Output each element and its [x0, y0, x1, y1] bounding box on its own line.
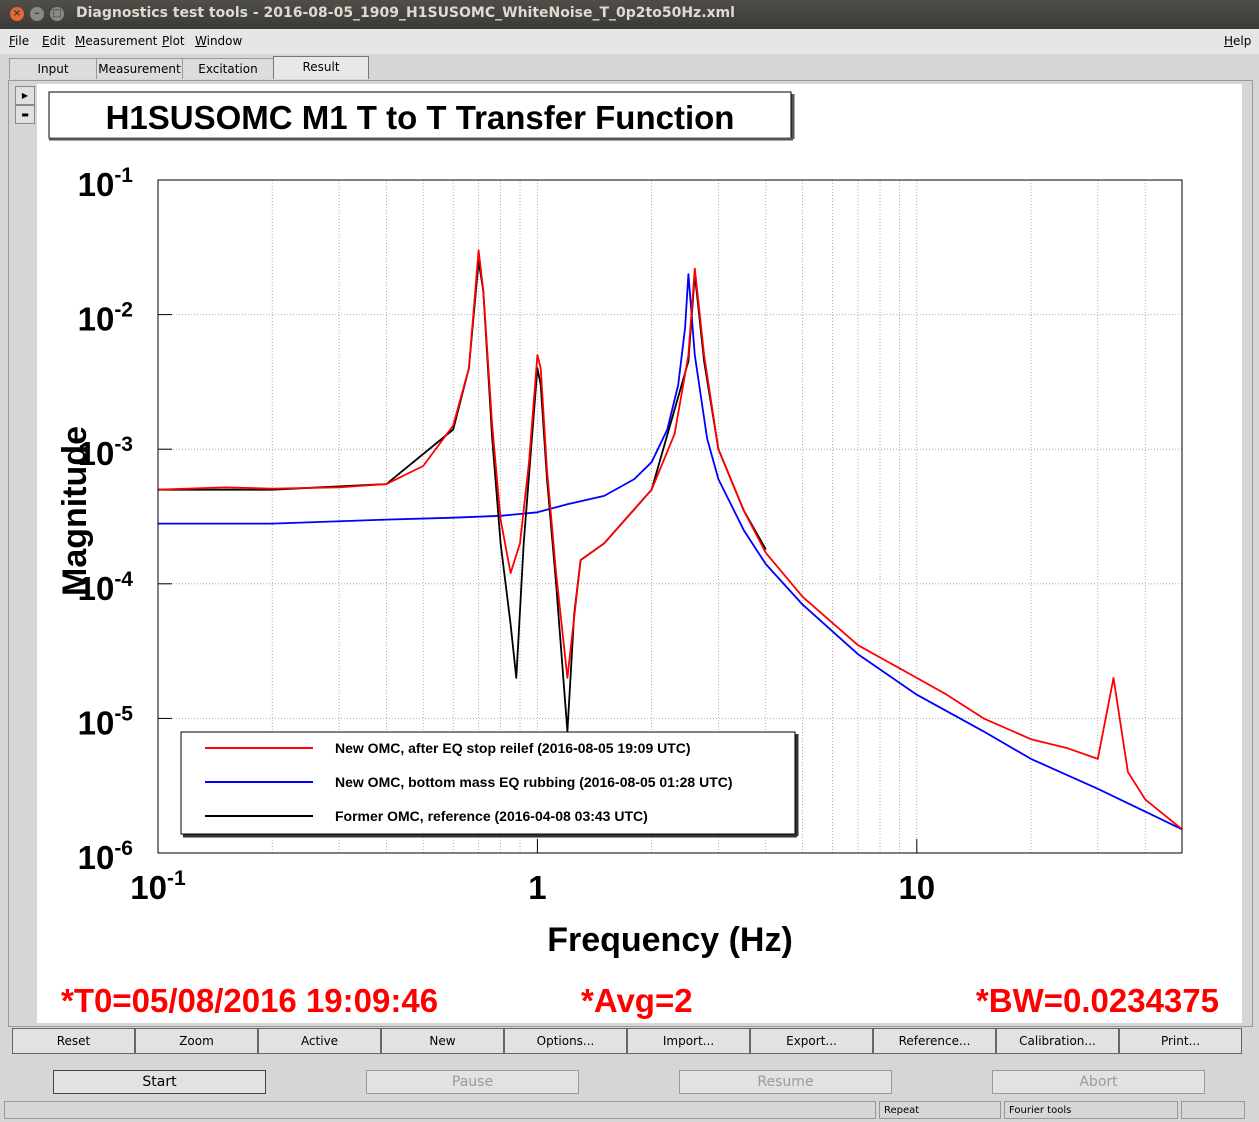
x-tick-label: 10 — [898, 869, 935, 906]
reset-button[interactable]: Reset — [12, 1028, 135, 1054]
close-icon[interactable]: × — [10, 7, 24, 21]
series-new-omc-after — [157, 249, 1183, 830]
status-bar: Repeat Fourier tools — [0, 1100, 1259, 1122]
y-tick-label: 10-6 — [78, 837, 133, 876]
y-tick-label: 10-2 — [78, 299, 133, 338]
menu-bar: File Edit Measurement Plot Window Help — [0, 29, 1259, 54]
pause-button[interactable]: Pause — [366, 1070, 579, 1094]
expand-arrow-icon[interactable]: ▶ — [15, 86, 35, 105]
export-button[interactable]: Export... — [750, 1028, 873, 1054]
transfer-function-plot[interactable]: H1SUSOMC M1 T to T Transfer Function 10-… — [37, 84, 1242, 1023]
series-former-omc — [158, 260, 767, 733]
menu-plot[interactable]: Plot — [162, 34, 185, 48]
start-button[interactable]: Start — [53, 1070, 266, 1094]
status-repeat: Repeat — [879, 1101, 1001, 1119]
tab-result[interactable]: Result — [273, 56, 369, 79]
avg-readout: *Avg=2 — [581, 982, 693, 1019]
legend-label-new-omc-after: New OMC, after EQ stop reilef (2016-08-0… — [335, 740, 691, 756]
calibration-button[interactable]: Calibration... — [996, 1028, 1119, 1054]
legend-label-former-omc: Former OMC, reference (2016-04-08 03:43 … — [335, 808, 648, 824]
bw-readout: *BW=0.0234375 — [976, 982, 1219, 1019]
print-button[interactable]: Print... — [1119, 1028, 1242, 1054]
y-tick-label: 10-3 — [78, 433, 133, 472]
tab-bar: Input Measurement Excitation Result — [0, 54, 1259, 80]
plot-title-box — [48, 91, 792, 139]
zoom-button[interactable]: Zoom — [135, 1028, 258, 1054]
resume-button[interactable]: Resume — [679, 1070, 892, 1094]
legend: New OMC, after EQ stop reilef (2016-08-0… — [180, 731, 799, 838]
y-axis-label: Magnitude — [56, 426, 94, 596]
menu-help[interactable]: Help — [1224, 34, 1252, 48]
menu-edit[interactable]: Edit — [42, 34, 66, 48]
minimize-icon[interactable]: – — [30, 7, 44, 21]
t0-readout: *T0=05/08/2016 19:09:46 — [61, 982, 438, 1019]
legend-label-new-omc-rubbing: New OMC, bottom mass EQ rubbing (2016-08… — [335, 774, 733, 790]
import-button[interactable]: Import... — [627, 1028, 750, 1054]
collapse-icon[interactable]: ▬ — [15, 105, 35, 124]
status-extra — [1181, 1101, 1245, 1119]
status-message — [4, 1101, 876, 1119]
menu-measurement[interactable]: Measurement — [75, 34, 158, 48]
tab-measurement[interactable]: Measurement — [96, 58, 183, 79]
active-button[interactable]: Active — [258, 1028, 381, 1054]
y-tick-label: 10-5 — [78, 702, 134, 741]
x-tick-label: 1 — [528, 869, 546, 906]
maximize-icon[interactable]: □ — [50, 7, 64, 21]
x-axis-label: Frequency (Hz) — [547, 921, 793, 959]
status-fourier-tools: Fourier tools — [1004, 1101, 1178, 1119]
menu-window[interactable]: Window — [195, 34, 243, 48]
plot-pane[interactable]: H1SUSOMC M1 T to T Transfer Function 10-… — [37, 84, 1242, 1023]
plot-title: H1SUSOMC M1 T to T Transfer Function — [106, 99, 735, 136]
window-title: Diagnostics test tools - 2016-08-05_1909… — [76, 5, 735, 21]
y-tick-label: 10-4 — [78, 568, 134, 607]
abort-button[interactable]: Abort — [992, 1070, 1205, 1094]
y-tick-label: 10-1 — [78, 164, 134, 203]
window-titlebar: × – □ Diagnostics test tools - 2016-08-0… — [0, 0, 1259, 29]
plot-button-bar: Reset Zoom Active New Options... Import.… — [12, 1028, 1245, 1054]
reference-button[interactable]: Reference... — [873, 1028, 996, 1054]
x-tick-label: 10-1 — [130, 867, 186, 906]
new-button[interactable]: New — [381, 1028, 504, 1054]
tab-input[interactable]: Input — [9, 58, 97, 79]
options-button[interactable]: Options... — [504, 1028, 627, 1054]
menu-file[interactable]: File — [9, 34, 30, 48]
tab-excitation[interactable]: Excitation — [182, 58, 274, 79]
series-new-omc-rubbing — [158, 273, 1183, 831]
